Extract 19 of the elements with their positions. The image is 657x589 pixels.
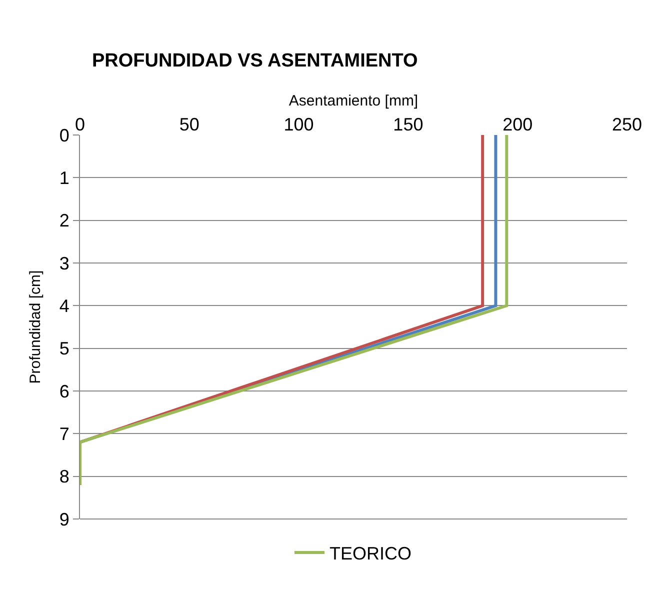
x-axis-title: Asentamiento [mm] [288, 92, 418, 110]
y-tick-label: 3 [59, 253, 70, 274]
legend-label: TEORICO [330, 544, 412, 564]
x-tick-label: 250 [612, 114, 642, 134]
y-tick-label: 2 [59, 210, 70, 231]
x-tick-label: 150 [393, 114, 424, 134]
x-tick-label: 100 [284, 114, 314, 134]
y-tick-label: 4 [59, 296, 70, 316]
y-tick-label: 7 [59, 424, 70, 444]
chart-title: PROFUNDIDAD VS ASENTAMIENTO [92, 50, 418, 72]
x-tick-label: 0 [74, 114, 86, 134]
x-tick-label: 50 [179, 114, 200, 134]
y-tick-label: 8 [59, 466, 70, 487]
x-tick-label: 200 [502, 114, 533, 134]
y-tick-label: 1 [59, 168, 70, 188]
y-axis-title: Profundidad [cm] [27, 270, 44, 384]
y-tick-label: 9 [59, 509, 70, 530]
y-tick-label: 6 [59, 381, 70, 402]
y-tick-label: 5 [59, 338, 70, 359]
